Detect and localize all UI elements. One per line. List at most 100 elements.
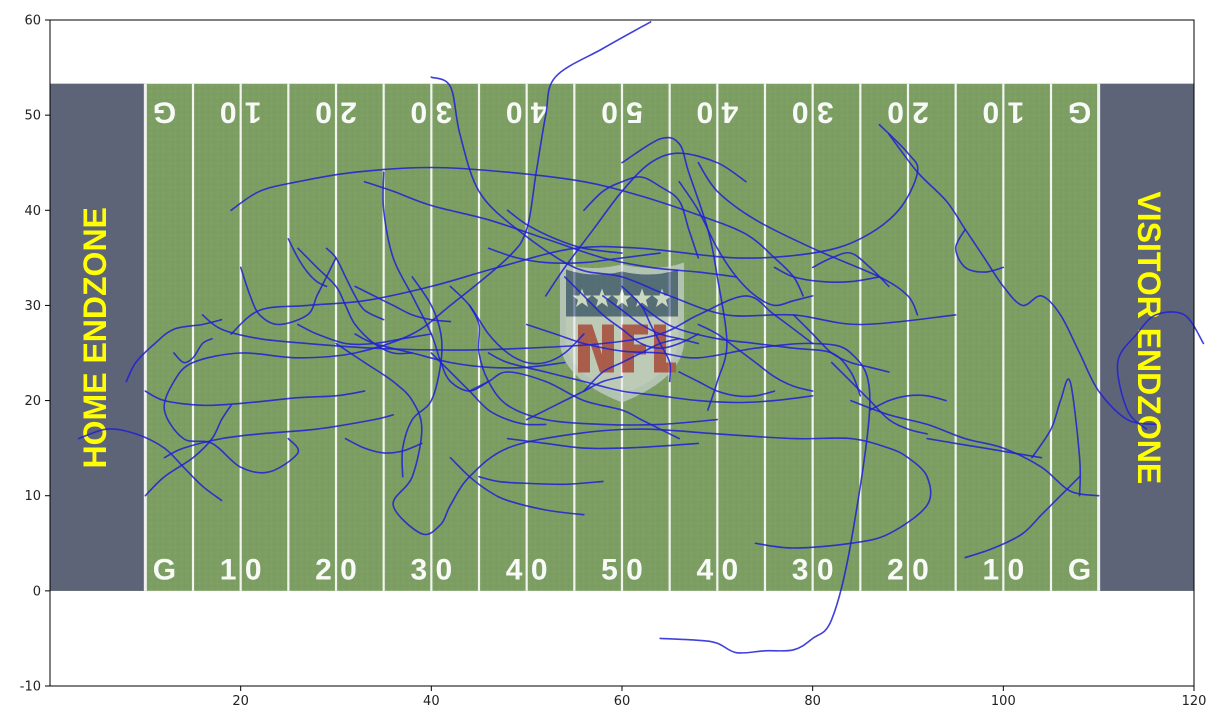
route-line: [602, 295, 700, 345]
route-line: [811, 251, 890, 288]
route-line: [354, 333, 566, 369]
yard-number-bottom: G: [1068, 553, 1091, 586]
route-line: [773, 266, 881, 283]
route-line: [697, 323, 814, 392]
route-line: [449, 285, 585, 365]
shield-star-icon: [612, 288, 632, 307]
yard-number-top: 1 0: [220, 95, 262, 128]
yard-number-top: 2 0: [887, 95, 929, 128]
yard-number-top: 1 0: [982, 95, 1024, 128]
route-line: [583, 337, 680, 392]
route-line: [926, 437, 1043, 459]
nfl-shield-icon: [560, 262, 684, 403]
route-line: [430, 352, 547, 426]
route-line: [230, 166, 804, 297]
shield-star-icon: [592, 288, 612, 307]
shield-star-icon: [632, 288, 652, 307]
route-line: [125, 318, 223, 383]
route-line: [363, 180, 738, 278]
yard-number-bottom: 4 0: [506, 553, 548, 586]
route-line: [344, 437, 423, 454]
route-line: [525, 376, 623, 421]
axes: 20 40 60 80 100 120 -10 0 10 20 30 40 50 60: [20, 14, 1207, 710]
yard-number-bottom: 2 0: [887, 553, 929, 586]
yard-number-bottom: 1 0: [982, 553, 1024, 586]
home-endzone: [50, 83, 146, 591]
x-tick-label: 20: [232, 694, 249, 709]
route-line: [401, 276, 443, 478]
yard-number-bottom: 4 0: [696, 553, 738, 586]
shield-star-icon: [652, 288, 672, 307]
yard-number-bottom: 1 0: [220, 553, 262, 586]
route-line: [173, 337, 213, 364]
route-line: [201, 295, 814, 351]
football-field: G 1 0 2 0 3 0 4 0 5 0 4 0 3 0 2 0 1 0 G G 1 0 2 0 3 0 4…: [50, 83, 1194, 591]
route-line: [506, 209, 623, 254]
route-line: [583, 176, 700, 259]
route-line: [230, 123, 919, 335]
yard-number-top: 5 0: [601, 95, 643, 128]
route-line: [297, 323, 433, 346]
x-tick-label: 100: [991, 694, 1016, 709]
yard-number-bottom: 3 0: [792, 553, 834, 586]
yard-number-top: 3 0: [410, 95, 452, 128]
route-line: [163, 21, 652, 474]
route-line: [1116, 311, 1205, 430]
route-line: [144, 390, 366, 407]
yard-number-top: 4 0: [506, 95, 548, 128]
y-tick-label: 10: [24, 489, 41, 504]
route-line: [964, 475, 1081, 559]
route-lines: [77, 21, 1205, 654]
yard-number-bottom: G: [153, 553, 176, 586]
x-tick-label: 80: [804, 694, 821, 709]
route-line: [335, 342, 932, 549]
route-line: [297, 247, 414, 355]
route-line: [506, 437, 700, 450]
route-line: [239, 257, 337, 326]
route-line: [163, 414, 394, 459]
route-line: [144, 404, 232, 497]
route-line: [430, 76, 957, 326]
route-line: [869, 394, 947, 411]
yard-number-top: 3 0: [792, 95, 834, 128]
route-line: [77, 428, 223, 502]
y-tick-label: 40: [24, 204, 41, 219]
yard-number-top: G: [153, 95, 176, 128]
y-tick-label: -10: [20, 680, 41, 695]
route-line: [468, 304, 719, 426]
y-tick-label: 60: [24, 14, 41, 29]
route-line: [830, 361, 928, 435]
route-line: [792, 314, 890, 373]
route-line: [487, 247, 661, 264]
y-tick-label: 0: [33, 584, 41, 599]
visitor-endzone-label: VISITOR ENDZONE: [1131, 191, 1167, 484]
yard-number-bottom: 3 0: [410, 553, 452, 586]
route-line: [697, 161, 919, 316]
yard-number-bottom: 5 0: [601, 553, 643, 586]
route-line: [678, 180, 814, 307]
y-tick-label: 20: [24, 394, 41, 409]
route-line: [888, 133, 1157, 426]
route-line: [449, 456, 585, 516]
route-line: [325, 247, 385, 321]
yard-number-top: 4 0: [696, 95, 738, 128]
nfl-logo: [560, 262, 684, 403]
x-tick-label: 60: [614, 694, 631, 709]
route-line: [621, 285, 672, 383]
route-line: [525, 323, 871, 654]
x-tick-label: 40: [423, 694, 440, 709]
route-line: [640, 304, 862, 397]
visitor-endzone: [1098, 83, 1194, 591]
yard-number-top: G: [1068, 95, 1091, 128]
route-line: [544, 152, 747, 297]
yard-number-bottom: 2 0: [315, 553, 357, 586]
shield-letters: [578, 324, 676, 373]
route-line: [354, 285, 452, 323]
route-line: [478, 475, 604, 486]
shield-star-icon: [572, 288, 592, 307]
y-tick-label: 50: [24, 109, 41, 124]
route-line: [678, 371, 776, 398]
route-line: [954, 228, 1005, 273]
route-line: [287, 238, 328, 288]
